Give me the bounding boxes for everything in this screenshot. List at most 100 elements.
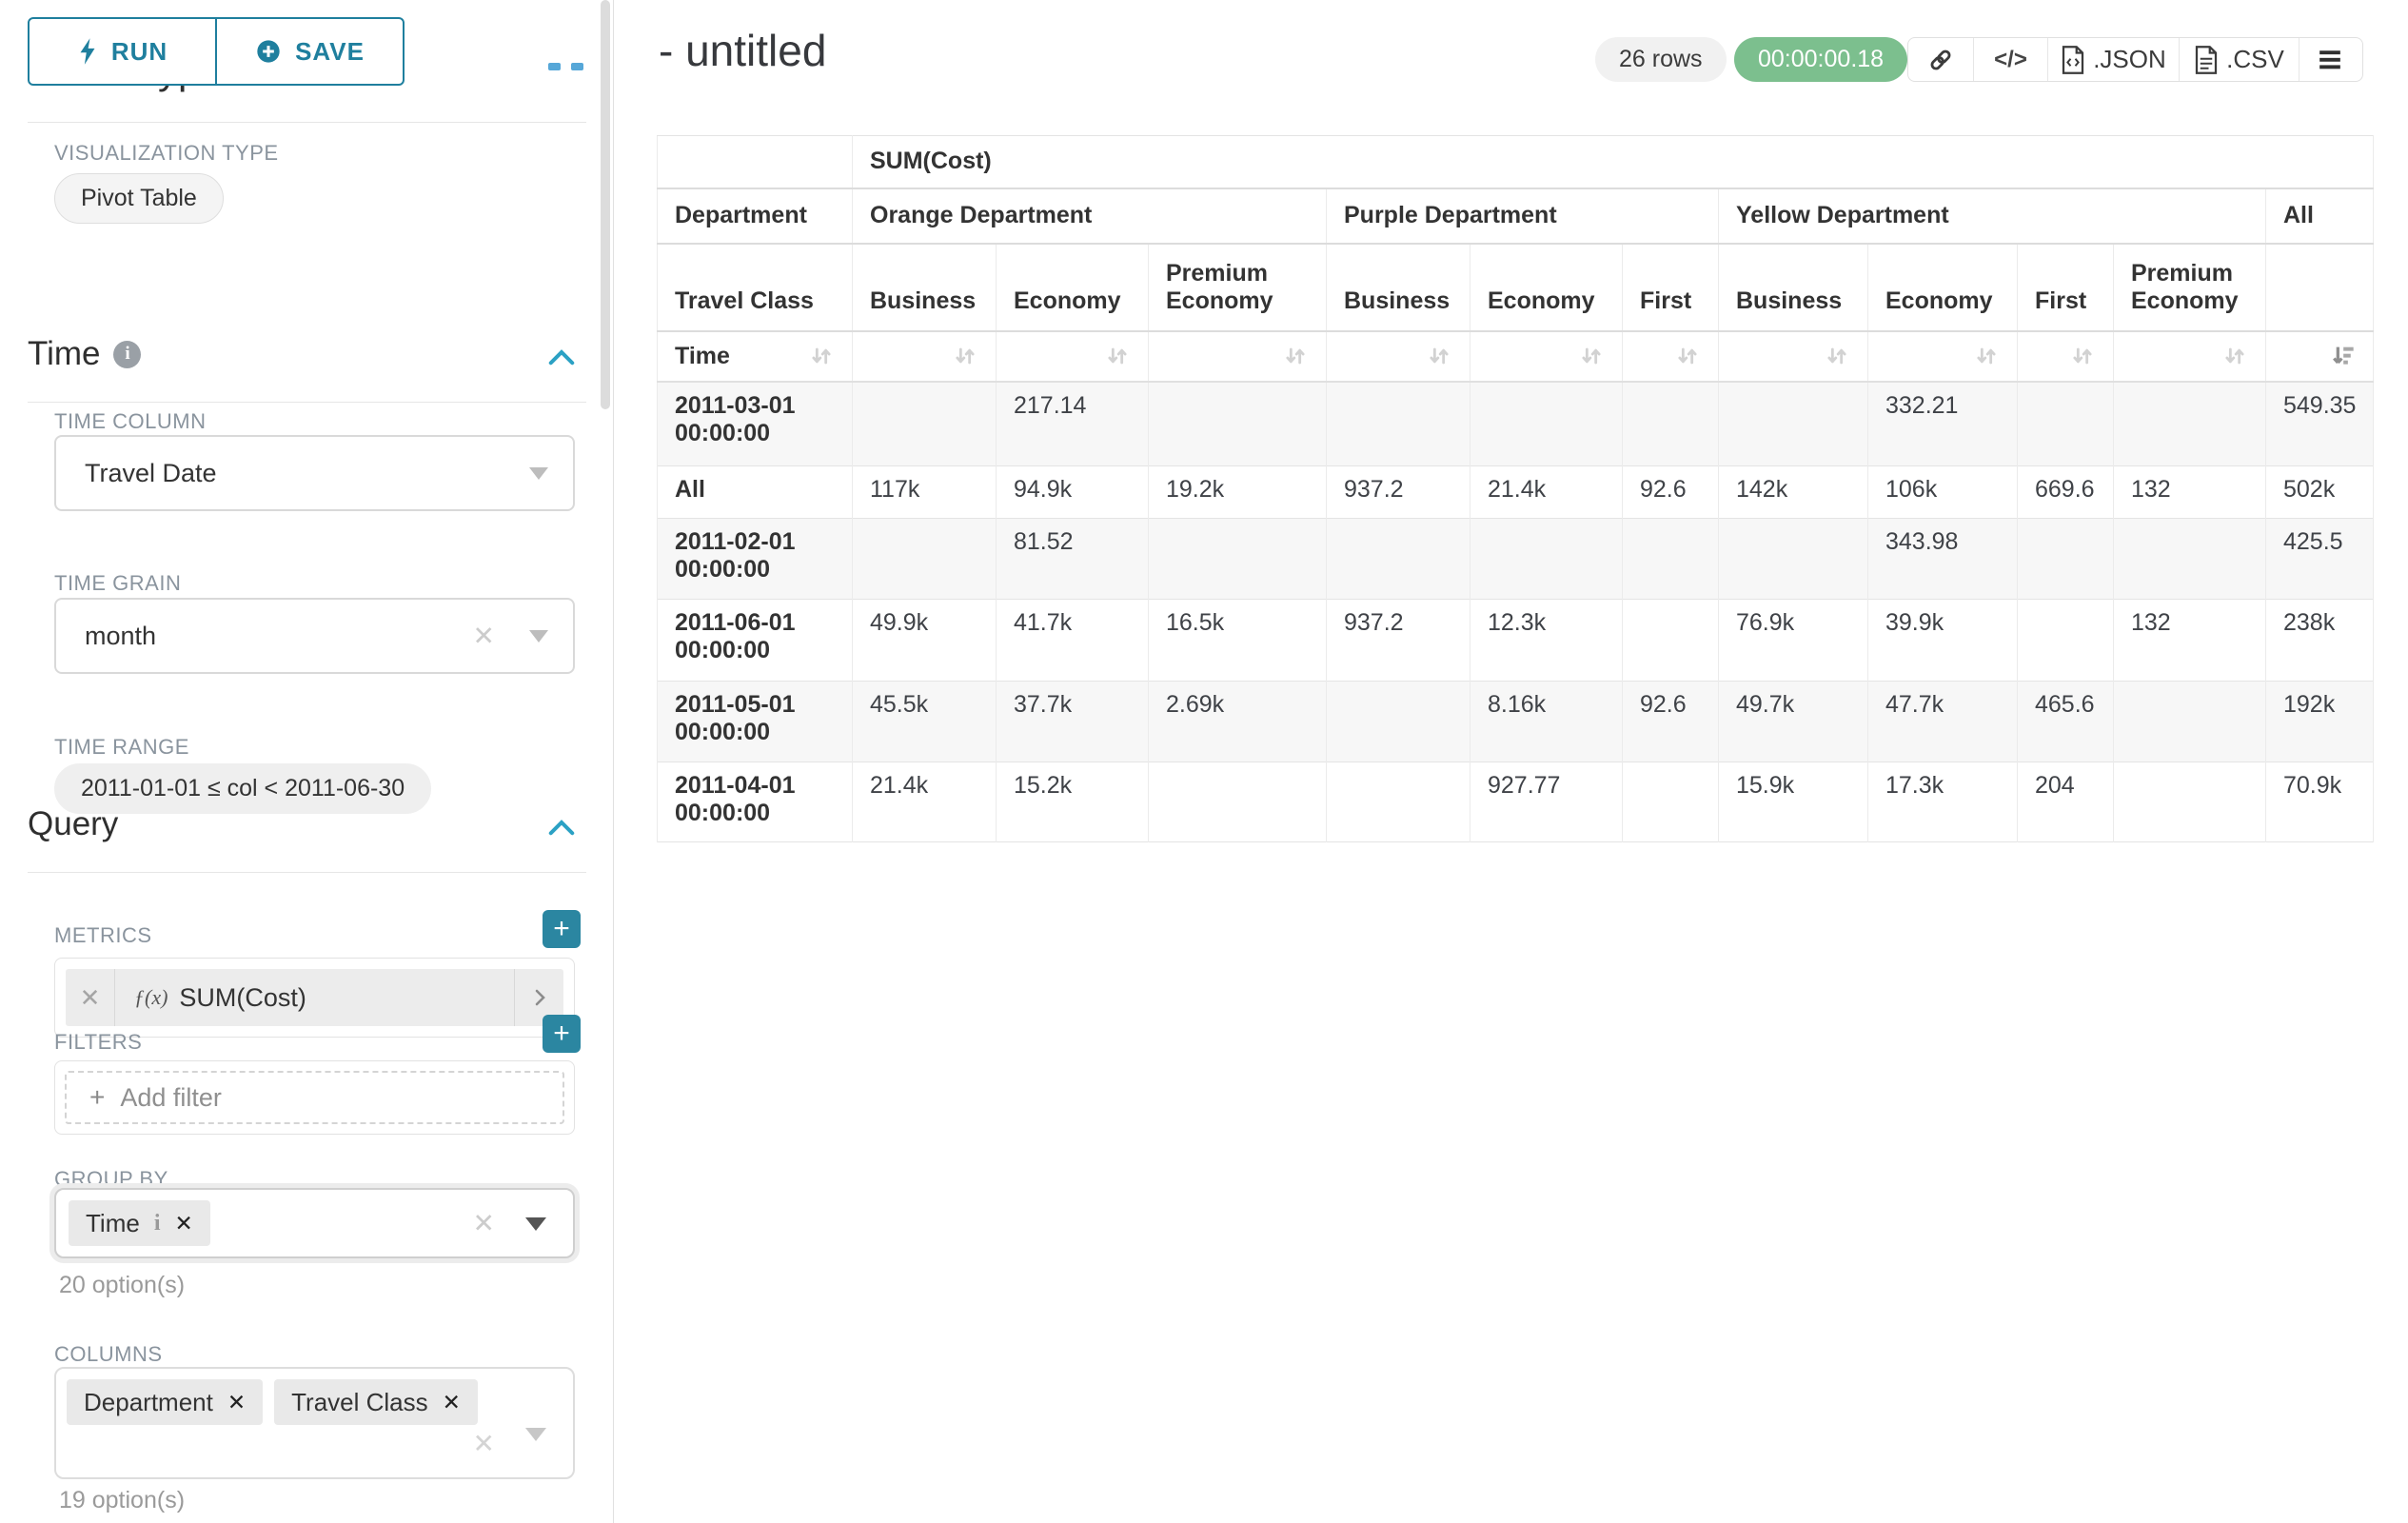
time-section-header[interactable]: Time i: [28, 335, 142, 373]
add-filter-plus-button[interactable]: +: [543, 1015, 581, 1053]
pivot-cell: [1326, 681, 1470, 762]
chevron-up-icon[interactable]: [547, 346, 576, 367]
export-csv-button[interactable]: .CSV: [2179, 38, 2299, 81]
pivot-cell: [1470, 381, 1623, 466]
table-row: 2011-06-01 00:00:00 49.9k 41.7k 16.5k 937.2 1…: [657, 599, 2375, 682]
pivot-cell: 142k: [1718, 465, 1868, 519]
department-group-header: All: [2264, 188, 2375, 245]
pivot-cell: 425.5: [2264, 518, 2375, 600]
add-filter-button[interactable]: + Add filter: [65, 1071, 564, 1124]
run-save-button-group: RUN SAVE: [28, 17, 405, 86]
pivot-table-container: SUM(Cost) Department Orange Department Purp…: [657, 135, 2375, 842]
clear-icon[interactable]: ✕: [472, 1208, 495, 1238]
department-group-header: Purple Department: [1326, 188, 1719, 245]
column-sort-header[interactable]: [1867, 330, 2018, 383]
time-grain-select[interactable]: month ✕: [54, 598, 575, 674]
metric-label: SUM(Cost): [179, 982, 306, 1012]
code-icon: </>: [1994, 46, 2027, 72]
pivot-cell: 49.9k: [852, 599, 997, 682]
sidebar-scrollbar[interactable]: [601, 0, 610, 409]
sort-icon: [2225, 347, 2244, 365]
time-sort-header[interactable]: Time: [657, 330, 853, 383]
pivot-cell: [1622, 762, 1719, 842]
column-sort-header[interactable]: [2113, 330, 2266, 383]
columns-select[interactable]: Department ✕ Travel Class ✕ ✕: [54, 1367, 575, 1479]
pivot-cell: 21.4k: [852, 762, 997, 842]
chevron-up-icon[interactable]: [547, 817, 576, 838]
pivot-cell: [1326, 762, 1470, 842]
remove-chip-icon[interactable]: ✕: [442, 1389, 461, 1414]
travel-class-header: Economy: [996, 243, 1149, 332]
pivot-row-label: 2011-04-01 00:00:00: [657, 762, 853, 842]
query-section-header[interactable]: Query: [28, 805, 119, 842]
time-range-chip[interactable]: 2011-01-01 ≤ col < 2011-06-30: [54, 763, 432, 814]
pivot-cell: [852, 381, 997, 466]
expand-metric-icon[interactable]: [514, 969, 563, 1026]
viz-type-label: VISUALIZATION TYPE: [54, 141, 279, 165]
clear-icon[interactable]: ✕: [472, 1429, 495, 1458]
metrics-container: ✕ ƒ(x) SUM(Cost): [54, 958, 575, 1038]
divider: [28, 122, 586, 123]
column-sort-header[interactable]: [2017, 330, 2114, 383]
time-column-select[interactable]: Travel Date: [54, 435, 575, 511]
column-sort-header[interactable]: [1718, 330, 1868, 383]
remove-chip-icon[interactable]: ✕: [174, 1210, 193, 1236]
pivot-cell: 937.2: [1326, 599, 1470, 682]
filters-label: FILTERS: [54, 1030, 143, 1054]
pivot-cell: 332.21: [1867, 381, 2018, 466]
column-sort-header[interactable]: [1148, 330, 1327, 383]
menu-button[interactable]: [2299, 38, 2360, 81]
file-lines-icon: [2196, 45, 2218, 74]
pivot-cell: 47.7k: [1867, 681, 2018, 762]
group-by-select[interactable]: Time i ✕ ✕: [54, 1188, 575, 1258]
chevron-right-icon: [535, 989, 545, 1006]
column-sort-header[interactable]: [2264, 330, 2375, 383]
remove-chip-icon[interactable]: ✕: [227, 1389, 247, 1414]
dimension-chip[interactable]: Department ✕: [67, 1379, 264, 1425]
file-code-icon: [2063, 45, 2084, 74]
group-by-options-count: 20 option(s): [59, 1272, 186, 1298]
travel-class-header: Business: [1718, 243, 1868, 332]
sort-icon: [1582, 347, 1601, 365]
sort-desc-icon: [2333, 346, 2355, 365]
chevron-down-icon: [529, 630, 548, 643]
plus-circle-icon: [257, 40, 280, 63]
column-sort-header[interactable]: [1326, 330, 1470, 383]
share-link-button[interactable]: [1908, 38, 1973, 81]
col-dimension-header: Travel Class: [657, 243, 853, 332]
export-json-button[interactable]: .JSON: [2047, 38, 2179, 81]
pivot-cell: 92.6: [1622, 681, 1719, 762]
pivot-row-label: 2011-05-01 00:00:00: [657, 681, 853, 762]
pivot-cell: [1148, 518, 1327, 600]
column-sort-header[interactable]: [1622, 330, 1719, 383]
pivot-cell: 19.2k: [1148, 465, 1327, 519]
pivot-cell: [2113, 681, 2266, 762]
add-metric-button[interactable]: +: [543, 910, 581, 948]
run-button[interactable]: RUN: [30, 19, 215, 84]
view-query-button[interactable]: </>: [1973, 38, 2047, 81]
table-row: 2011-04-01 00:00:00 21.4k 15.2k 927.77 15.9k…: [657, 762, 2375, 842]
dimension-chip[interactable]: Time i ✕: [69, 1200, 210, 1246]
sort-icon: [1827, 347, 1846, 365]
column-sort-header[interactable]: [996, 330, 1149, 383]
pivot-cell: 669.6: [2017, 465, 2114, 519]
travel-class-header: Business: [1326, 243, 1470, 332]
pivot-cell: 343.98: [1867, 518, 2018, 600]
dimension-chip[interactable]: Travel Class ✕: [274, 1379, 478, 1425]
remove-metric-icon[interactable]: ✕: [66, 969, 115, 1026]
table-row: 2011-03-01 00:00:00 217.14 332.21 549.35: [657, 381, 2375, 466]
metric-chip[interactable]: ✕ ƒ(x) SUM(Cost): [66, 969, 563, 1026]
column-sort-header[interactable]: [852, 330, 997, 383]
column-sort-header[interactable]: [1470, 330, 1623, 383]
pivot-cell: 37.7k: [996, 681, 1149, 762]
travel-class-header: Premium Economy: [1148, 243, 1327, 332]
pivot-cell: 76.9k: [1718, 599, 1868, 682]
pivot-cell: 937.2: [1326, 465, 1470, 519]
viz-type-chip[interactable]: Pivot Table: [54, 173, 224, 224]
pivot-cell: 217.14: [996, 381, 1149, 466]
clear-icon[interactable]: ✕: [472, 621, 495, 651]
rows-count-badge: 26 rows: [1595, 37, 1727, 82]
pivot-cell: 15.2k: [996, 762, 1149, 842]
chart-title[interactable]: - untitled: [659, 26, 827, 75]
save-button[interactable]: SAVE: [215, 19, 403, 84]
